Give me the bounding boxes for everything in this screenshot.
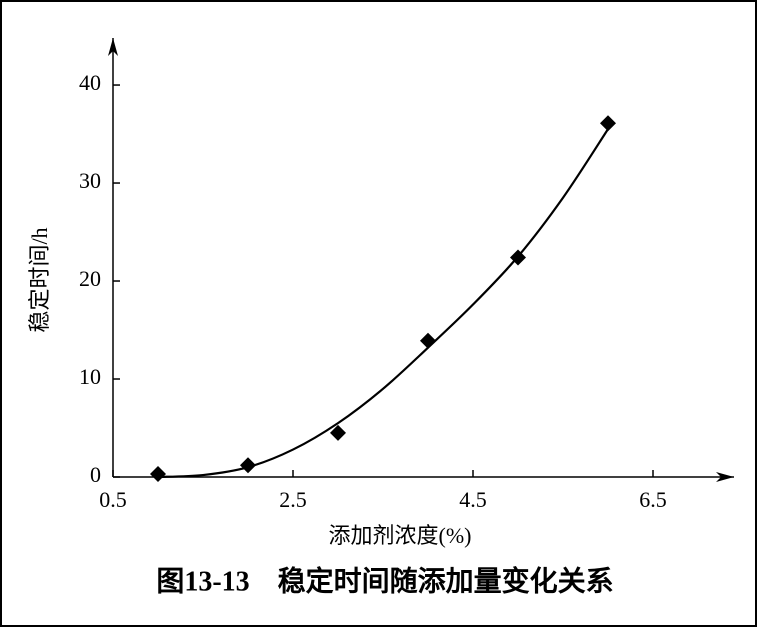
data-point [240, 457, 256, 474]
y-axis-label: 稳定时间/h [27, 227, 52, 332]
x-axis-arrow [716, 472, 734, 482]
data-point [150, 466, 166, 483]
y-tick-label: 20 [79, 266, 101, 291]
x-tick-label: 2.5 [279, 487, 307, 512]
x-tick-label: 4.5 [459, 487, 487, 512]
data-point [420, 332, 436, 349]
x-tick-label: 0.5 [99, 487, 127, 512]
data-point [510, 249, 526, 266]
data-point [330, 424, 346, 441]
y-tick-label: 10 [79, 364, 101, 389]
data-point [600, 115, 616, 132]
x-axis-label: 添加剂浓度(%) [329, 523, 472, 548]
caption: 图13-13 稳定时间随添加量变化关系 [156, 564, 613, 597]
fit-curve [157, 128, 609, 479]
y-axis-arrow [108, 38, 118, 56]
y-tick-label: 30 [79, 168, 101, 193]
x-tick-label: 6.5 [639, 487, 667, 512]
y-tick-label: 0 [90, 462, 101, 487]
y-tick-label: 40 [79, 70, 101, 95]
